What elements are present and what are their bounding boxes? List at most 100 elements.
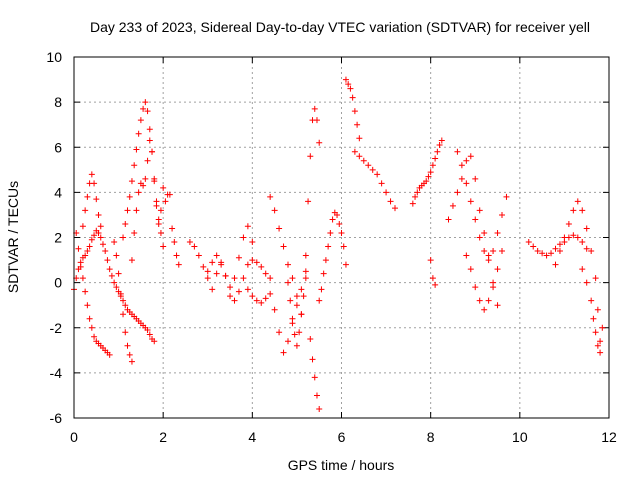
data-point: [153, 202, 160, 209]
data-point: [169, 225, 176, 232]
data-point: [458, 175, 465, 182]
data-point: [173, 252, 180, 259]
data-point: [289, 315, 296, 322]
tick-labels: 0 2 4 6 8 10 12 -6 -4 -2 0 2 4 6 8 10: [46, 49, 617, 445]
plot-frame: [73, 56, 610, 419]
data-point: [490, 248, 497, 255]
data-point: [195, 252, 202, 259]
data-point: [583, 225, 590, 232]
data-point: [338, 229, 345, 236]
series-arc-n: [316, 209, 349, 304]
data-point: [209, 259, 216, 266]
data-point: [307, 153, 314, 160]
series-arc-l: [285, 275, 309, 349]
data-point: [267, 290, 274, 297]
data-point: [472, 175, 479, 182]
data-point: [351, 148, 358, 155]
data-point: [88, 171, 95, 178]
series-arc-s: [454, 148, 510, 264]
data-point: [454, 148, 461, 155]
x-tick-label: 2: [159, 429, 167, 445]
data-point: [200, 263, 207, 270]
data-point: [579, 266, 586, 273]
data-points: [71, 76, 606, 412]
data-point: [131, 229, 138, 236]
data-point: [481, 248, 488, 255]
data-point: [79, 223, 86, 230]
data-point: [463, 252, 470, 259]
series-arc-v: [525, 232, 590, 259]
data-point: [276, 329, 283, 336]
data-point: [285, 279, 291, 286]
data-point: [280, 243, 287, 250]
y-axis-label: SDTVAR / TECUs: [5, 181, 21, 293]
data-point: [485, 257, 492, 264]
data-point: [160, 243, 167, 250]
data-point: [316, 405, 323, 412]
data-point: [106, 266, 113, 273]
data-point: [298, 311, 305, 318]
data-point: [140, 105, 147, 112]
data-point: [133, 146, 140, 153]
data-point: [579, 239, 586, 246]
data-point: [302, 252, 309, 259]
data-point: [539, 250, 546, 257]
data-point: [162, 198, 169, 205]
data-point: [86, 315, 93, 322]
data-point: [249, 257, 256, 264]
data-point: [262, 270, 269, 277]
data-point: [494, 229, 501, 236]
series-arc-h: [186, 223, 256, 300]
data-point: [472, 216, 479, 223]
data-point: [204, 268, 211, 275]
data-point: [316, 139, 323, 146]
data-point: [91, 232, 98, 239]
data-point: [122, 329, 129, 336]
data-point: [204, 275, 211, 282]
data-point: [356, 153, 363, 160]
series-arc-a: [71, 227, 158, 345]
data-point: [285, 261, 291, 268]
data-point: [548, 250, 555, 257]
data-point: [592, 329, 599, 336]
data-point: [552, 245, 559, 252]
data-point: [583, 245, 590, 252]
data-point: [253, 259, 260, 266]
data-point: [287, 297, 294, 304]
data-point: [213, 270, 220, 277]
data-point: [302, 268, 309, 275]
data-point: [82, 207, 89, 214]
data-point: [95, 229, 102, 236]
series-arc-u: [427, 257, 439, 288]
data-point: [481, 229, 488, 236]
data-point: [244, 223, 251, 230]
data-point: [113, 284, 120, 291]
data-point: [157, 207, 164, 214]
data-point: [476, 207, 483, 214]
data-point: [322, 257, 329, 264]
data-point: [218, 261, 225, 268]
data-point: [124, 342, 131, 349]
data-point: [472, 284, 479, 291]
data-point: [267, 193, 274, 200]
data-point: [75, 245, 82, 252]
data-point: [293, 342, 300, 349]
data-point: [99, 241, 106, 248]
data-point: [227, 293, 234, 300]
data-point: [262, 295, 269, 302]
data-point: [120, 234, 127, 241]
data-point: [271, 207, 278, 214]
data-point: [463, 180, 470, 187]
data-point: [106, 351, 113, 358]
data-point: [485, 297, 492, 304]
series-arc-i: [204, 252, 274, 304]
data-point: [494, 266, 501, 273]
x-tick-label: 12: [601, 429, 617, 445]
data-point: [296, 329, 303, 336]
data-point: [235, 254, 242, 261]
series-arc-c: [79, 171, 104, 230]
data-point: [276, 225, 283, 232]
data-point: [128, 358, 135, 365]
data-point: [231, 275, 238, 282]
